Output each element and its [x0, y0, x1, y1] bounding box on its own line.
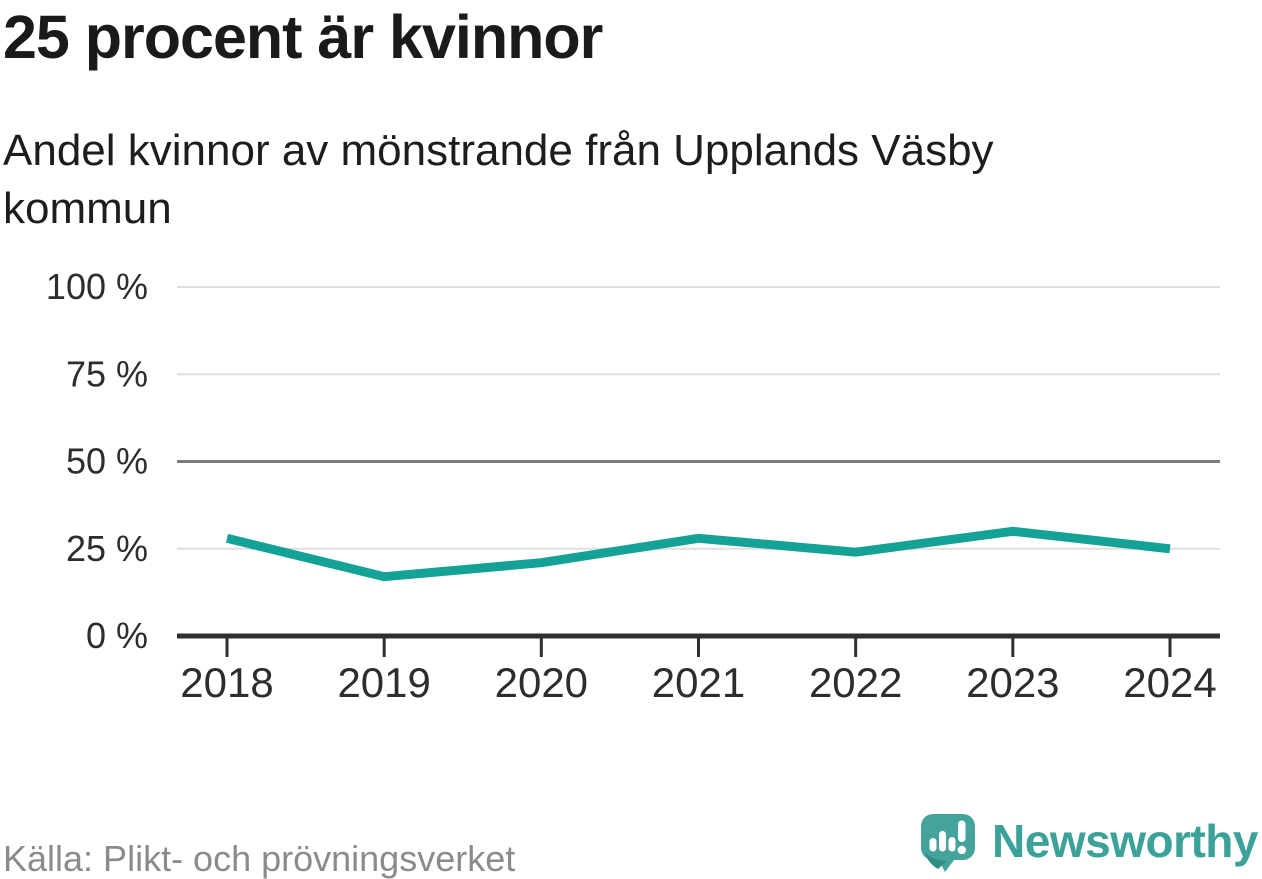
- x-axis-label: 2024: [1123, 659, 1216, 706]
- newsworthy-speech-bubble-barchart-icon: [921, 814, 976, 872]
- y-axis-label: 50 %: [66, 441, 148, 482]
- bar-2: [939, 831, 947, 852]
- x-axis-label: 2020: [495, 659, 588, 706]
- x-axis-label: 2018: [180, 659, 273, 706]
- x-axis-label: 2023: [966, 659, 1059, 706]
- y-axis-label: 75 %: [66, 353, 148, 394]
- chart-subtitle: Andel kvinnor av mönstrande från Uppland…: [3, 126, 994, 234]
- x-axis-label: 2022: [809, 659, 902, 706]
- speech-bubble-shape: [921, 814, 976, 872]
- x-axis-label: 2021: [652, 659, 745, 706]
- y-axis-label: 0 %: [86, 615, 148, 656]
- y-axis-label: 25 %: [66, 528, 148, 569]
- exclamation-bar: [958, 820, 966, 842]
- bubble-shadow-shape: [925, 853, 948, 869]
- newsworthy-logo-text: Newsworthy: [992, 815, 1258, 867]
- source-note: Källa: Plikt- och prövningsverket: [3, 838, 516, 879]
- exclamation-dot: [957, 845, 967, 855]
- bar-3: [948, 837, 956, 852]
- newsworthy-logo: Newsworthy: [916, 809, 1258, 873]
- chart-title: 25 procent är kvinnor: [3, 3, 603, 71]
- y-axis-label: 100 %: [46, 266, 148, 307]
- bar-1: [929, 838, 937, 852]
- data-line-andel-kvinnor: [225, 526, 1171, 582]
- x-axis-label: 2019: [337, 659, 430, 706]
